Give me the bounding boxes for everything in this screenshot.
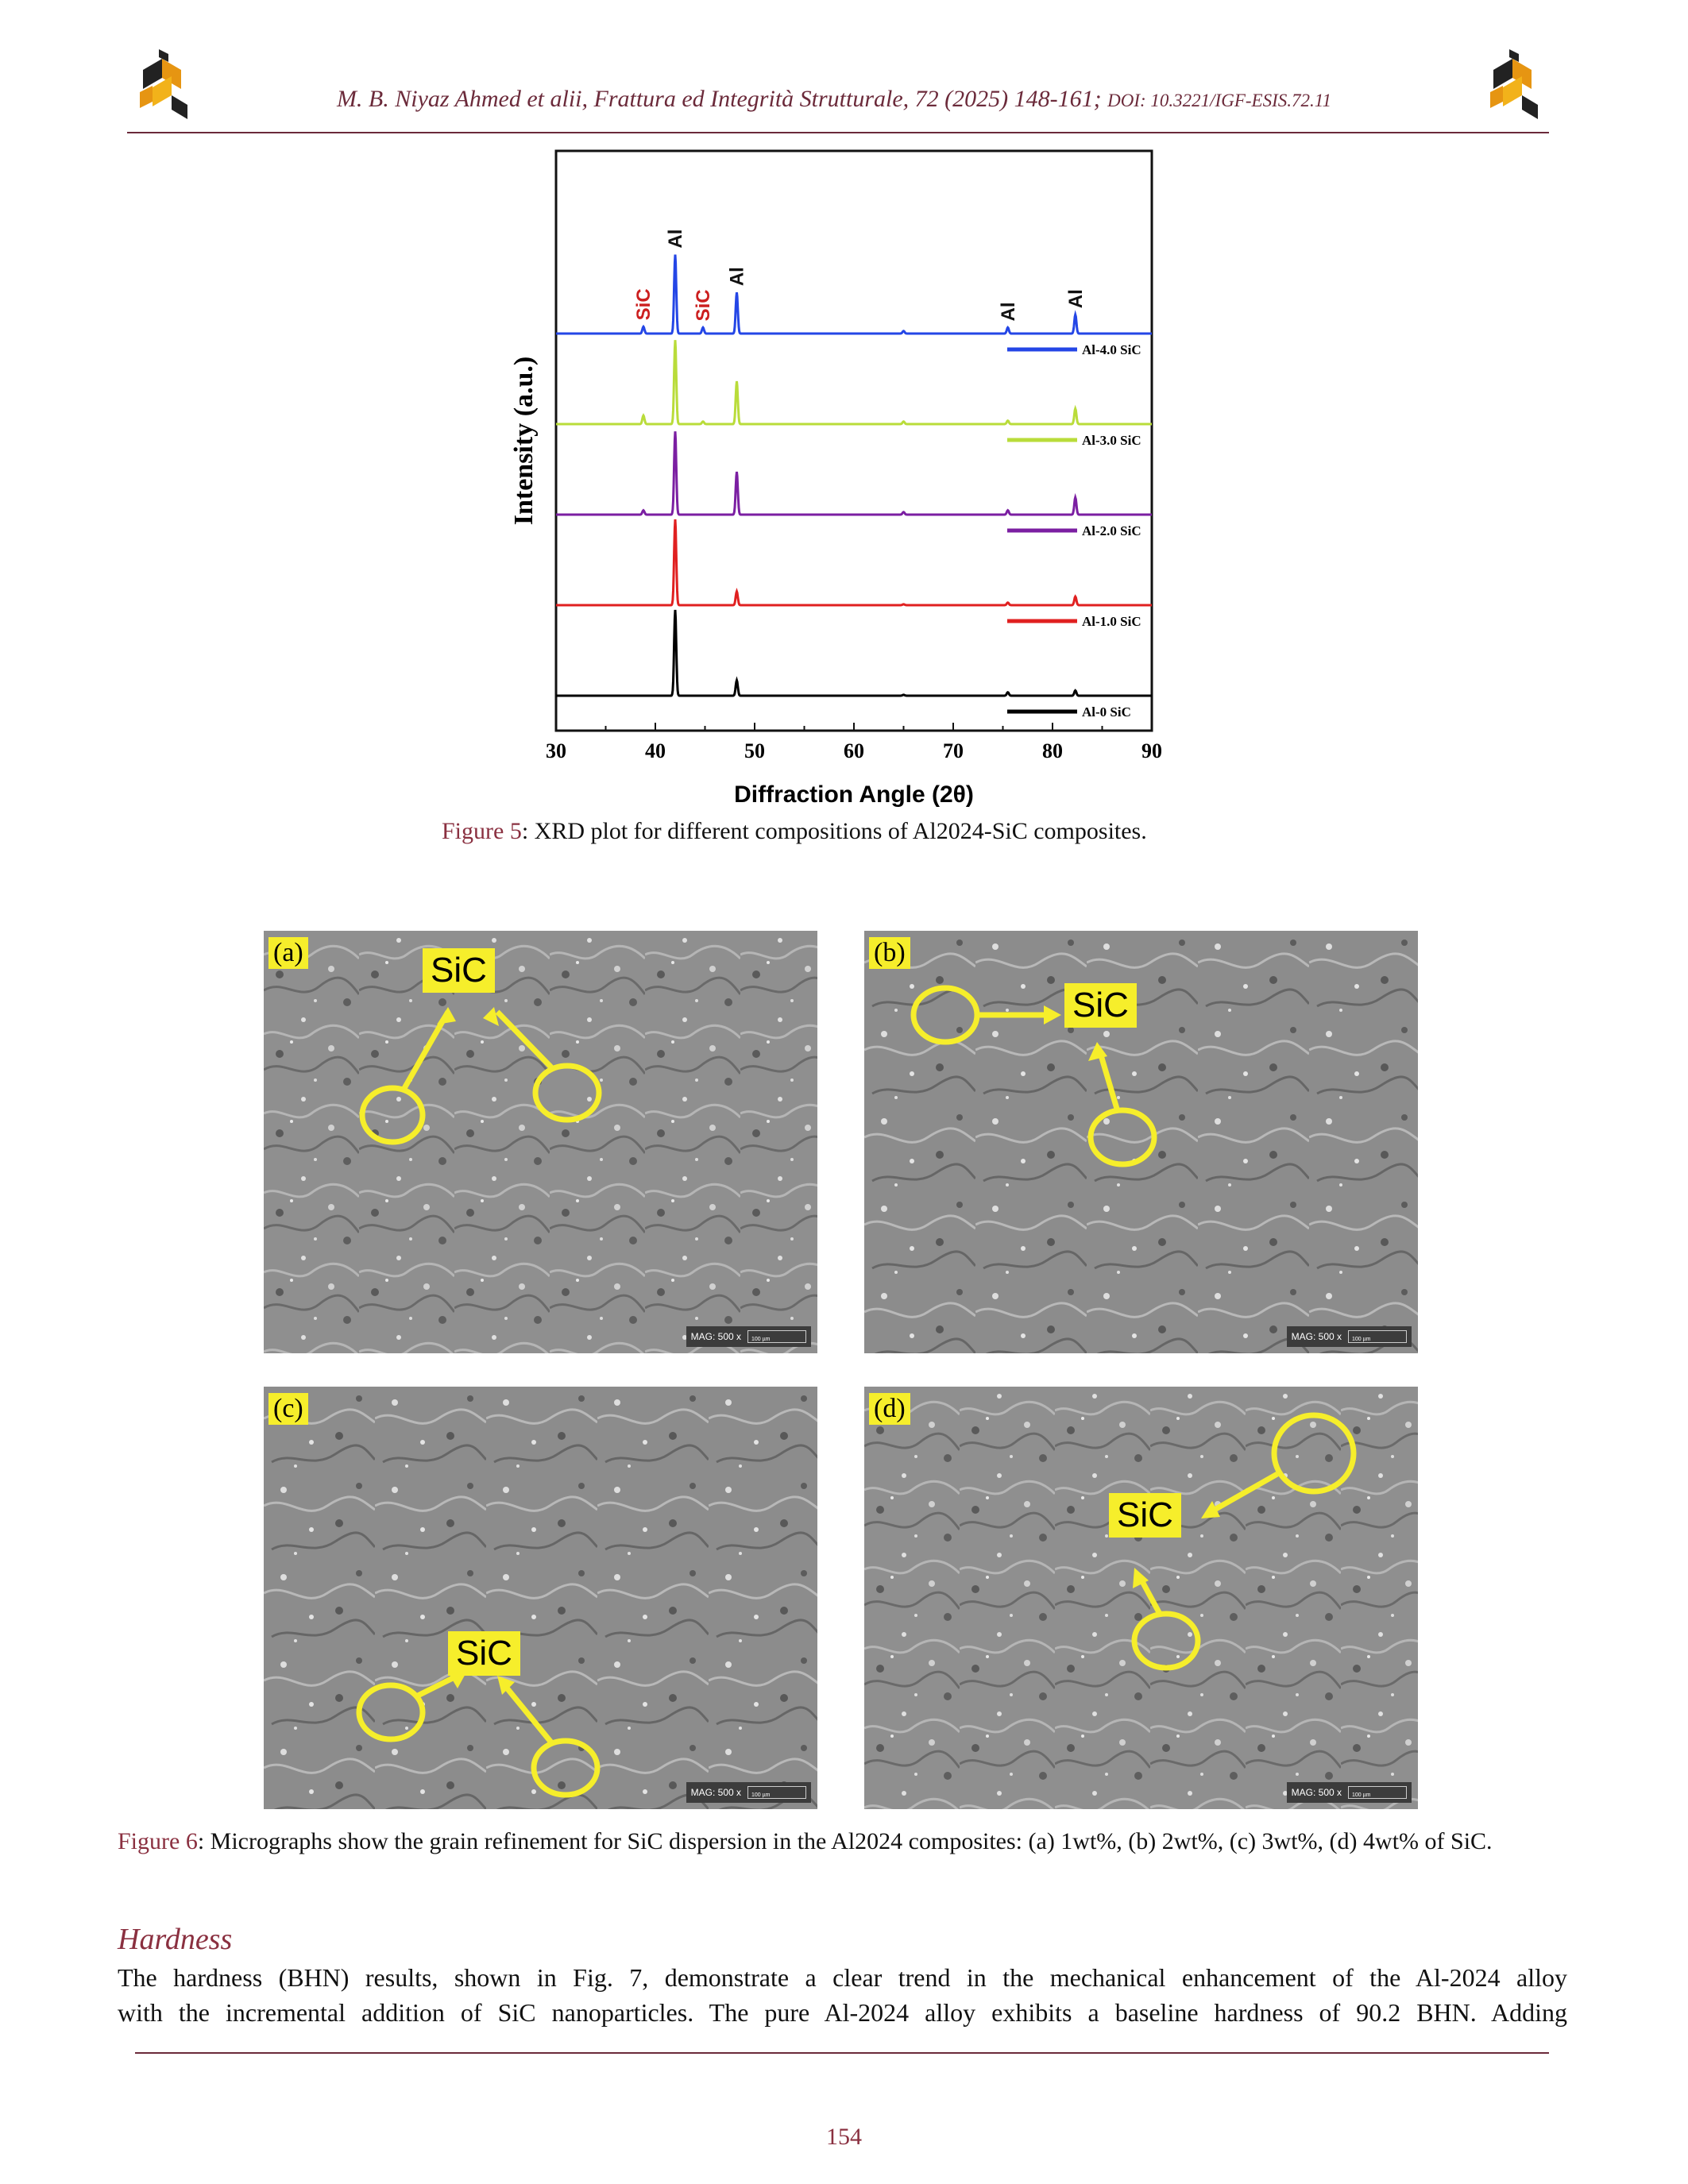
sic-circle: [359, 1085, 426, 1145]
sic-circle: [356, 1682, 426, 1742]
body-line: The hardness (BHN) results, shown in Fig…: [118, 1963, 1567, 1992]
sem-texture: [864, 931, 1418, 1353]
sic-arrow: [1096, 1049, 1120, 1109]
section-heading: Hardness: [118, 1923, 233, 1956]
mag-scale-info: MAG: 500 x 100 µm: [1286, 1326, 1412, 1347]
scale-text: 100 µm: [751, 1792, 771, 1798]
legend-label: Al-1.0 SiC: [1082, 614, 1141, 629]
header-doi: DOI: 10.3221/IGF-ESIS.72.11: [1107, 91, 1332, 110]
mag-scale-info: MAG: 500 x 100 µm: [1286, 1782, 1412, 1803]
panel-tag: (d): [869, 1393, 910, 1425]
scale-bar: 100 µm: [747, 1330, 806, 1343]
sic-highlight-annotations: [910, 985, 1157, 1167]
sem-texture: [264, 1387, 817, 1809]
micrograph-d: (d) SiC MAG: 500 x 100 µm: [864, 1387, 1418, 1809]
xrd-trace: [556, 254, 1152, 335]
legend-label: Al-3.0 SiC: [1082, 433, 1141, 448]
x-tick-label: 40: [645, 739, 666, 762]
xrd-trace: [556, 340, 1152, 426]
sic-circle: [531, 1738, 601, 1798]
scale-text: 100 µm: [1352, 1337, 1371, 1342]
sem-texture: [264, 931, 817, 1353]
sem-texture: [864, 1387, 1418, 1809]
peak-annotation: Al: [727, 267, 748, 286]
xrd-chart: Al-0 SiC Al-1.0 SiC Al-2.0 SiC Al-3.0 SiC Al…: [509, 149, 1162, 808]
sic-label: SiC: [1109, 1493, 1181, 1538]
xrd-trace: [556, 519, 1152, 607]
sic-label: SiC: [448, 1631, 520, 1676]
mag-text: MAG: 500 x: [1291, 1787, 1342, 1798]
xrd-trace: [556, 609, 1152, 697]
sic-label: SiC: [1064, 983, 1137, 1028]
figure6-caption: Figure 6: Micrographs show the grain ref…: [118, 1827, 1567, 1857]
peak-annotation: Al: [998, 302, 1019, 321]
sic-circle: [1087, 1107, 1157, 1167]
figure6-caption-text: : Micrographs show the grain refinement …: [197, 1828, 1493, 1854]
body-paragraph: The hardness (BHN) results, shown in Fig…: [118, 1960, 1567, 2030]
micrograph-c: (c) SiC MAG: 500 x 100 µm: [264, 1387, 817, 1809]
x-tick-label: 90: [1141, 739, 1162, 762]
xrd-trace: [556, 431, 1152, 516]
scale-bar: 100 µm: [1348, 1330, 1407, 1343]
scale-text: 100 µm: [751, 1337, 771, 1342]
sic-label: SiC: [423, 948, 495, 993]
x-tick-label: 50: [744, 739, 765, 762]
figure5-label: Figure 5: [442, 818, 522, 844]
mag-text: MAG: 500 x: [1291, 1331, 1342, 1342]
running-header: M. B. Niyaz Ahmed et alii, Frattura ed I…: [183, 86, 1485, 113]
micrograph-a: (a) SiC MAG: 500 x 100 µm: [264, 931, 817, 1353]
panel-tag: (c): [268, 1393, 308, 1425]
sic-arrow: [495, 1009, 555, 1071]
journal-logo-icon: [1490, 49, 1538, 119]
legend-label: Al-2.0 SiC: [1082, 523, 1141, 538]
sic-highlight-annotations: [1131, 1412, 1357, 1671]
sic-circle: [1271, 1412, 1357, 1495]
body-line: with the incremental addition of SiC nan…: [118, 1998, 1567, 2027]
sic-arrow: [1206, 1471, 1279, 1517]
panel-tag: (b): [869, 937, 910, 969]
page-number: 154: [826, 2124, 862, 2150]
header-rule: [127, 132, 1549, 133]
x-tick-label: 60: [844, 739, 864, 762]
sic-highlight-annotations: [359, 1007, 602, 1145]
legend-label: Al-0 SiC: [1082, 704, 1131, 720]
scale-bar: 100 µm: [747, 1786, 806, 1799]
peak-annotation: SiC: [633, 288, 655, 320]
sic-circle: [910, 985, 980, 1045]
footer-rule: [135, 2052, 1549, 2054]
mag-text: MAG: 500 x: [690, 1787, 741, 1798]
journal-logo-icon: [140, 49, 187, 119]
x-axis-label: Diffraction Angle (2θ): [734, 781, 974, 808]
x-tick-label: 30: [546, 739, 566, 762]
scale-bar: 100 µm: [1348, 1786, 1407, 1799]
sic-arrow: [500, 1680, 554, 1745]
micrograph-b: (b) SiC MAG: 500 x 100 µm: [864, 931, 1418, 1353]
y-axis-label: Intensity (a.u.): [509, 357, 539, 526]
x-tick-label: 80: [1042, 739, 1063, 762]
peak-annotation: SiC: [693, 289, 714, 321]
header-citation: M. B. Niyaz Ahmed et alii, Frattura ed I…: [336, 86, 1102, 112]
peak-annotation: Al: [1065, 289, 1087, 308]
mag-scale-info: MAG: 500 x 100 µm: [686, 1326, 811, 1347]
sic-circle: [1131, 1611, 1201, 1671]
legend-label: Al-4.0 SiC: [1082, 342, 1141, 357]
scale-text: 100 µm: [1352, 1792, 1371, 1798]
mag-text: MAG: 500 x: [690, 1331, 741, 1342]
figure5-caption-text: : XRD plot for different compositions of…: [521, 818, 1147, 844]
mag-scale-info: MAG: 500 x 100 µm: [686, 1782, 811, 1803]
figure5-caption: Figure 5: XRD plot for different composi…: [442, 818, 1147, 845]
x-tick-label: 70: [943, 739, 964, 762]
sic-arrow: [400, 1010, 451, 1091]
figure6-label: Figure 6: [118, 1828, 198, 1854]
peak-annotation: Al: [665, 230, 686, 249]
sic-circle: [532, 1063, 602, 1123]
sic-highlight-annotations: [356, 1671, 601, 1798]
panel-tag: (a): [268, 937, 308, 969]
